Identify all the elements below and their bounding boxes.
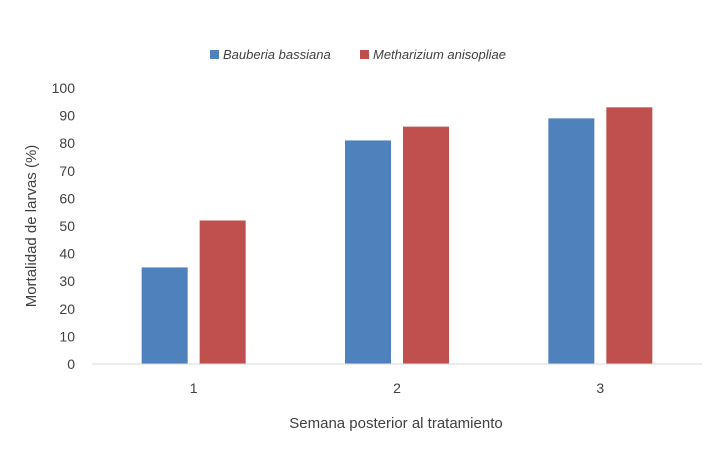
legend-label: Metharizium anisopliae — [373, 47, 506, 62]
y-axis: 0 10 20 30 40 50 60 70 80 90 100 — [52, 80, 76, 372]
y-tick-label: 10 — [59, 328, 75, 344]
legend-label: Bauberia bassiana — [223, 47, 331, 62]
bar-series1-cat3 — [548, 118, 595, 364]
y-tick-label: 70 — [59, 163, 75, 179]
x-tick-label: 1 — [190, 380, 198, 396]
y-tick-label: 80 — [59, 135, 75, 151]
y-tick-label: 0 — [67, 356, 75, 372]
x-tick-label: 3 — [596, 380, 604, 396]
y-axis-label: Mortalidad de larvas (%) — [23, 145, 40, 308]
legend-swatch — [360, 50, 369, 59]
bar-series2-cat2 — [403, 126, 449, 364]
bar-series1-cat2 — [345, 140, 391, 364]
bar-series2-cat3 — [606, 107, 653, 364]
bars — [141, 107, 653, 364]
y-tick-label: 90 — [59, 108, 75, 124]
bar-series2-cat1 — [199, 220, 246, 364]
bar-series1-cat1 — [141, 267, 188, 364]
y-tick-label: 20 — [59, 301, 75, 317]
y-tick-label: 30 — [59, 273, 75, 289]
legend-swatch — [210, 50, 219, 59]
x-axis: 1 2 3 — [92, 363, 702, 396]
legend: Bauberia bassiana Metharizium anisopliae — [210, 47, 506, 62]
y-tick-label: 50 — [59, 218, 75, 234]
x-axis-label: Semana posterior al tratamiento — [289, 415, 502, 432]
y-tick-label: 40 — [59, 246, 75, 262]
y-tick-label: 60 — [59, 190, 75, 206]
x-tick-label: 2 — [393, 380, 401, 396]
y-tick-label: 100 — [52, 80, 76, 96]
